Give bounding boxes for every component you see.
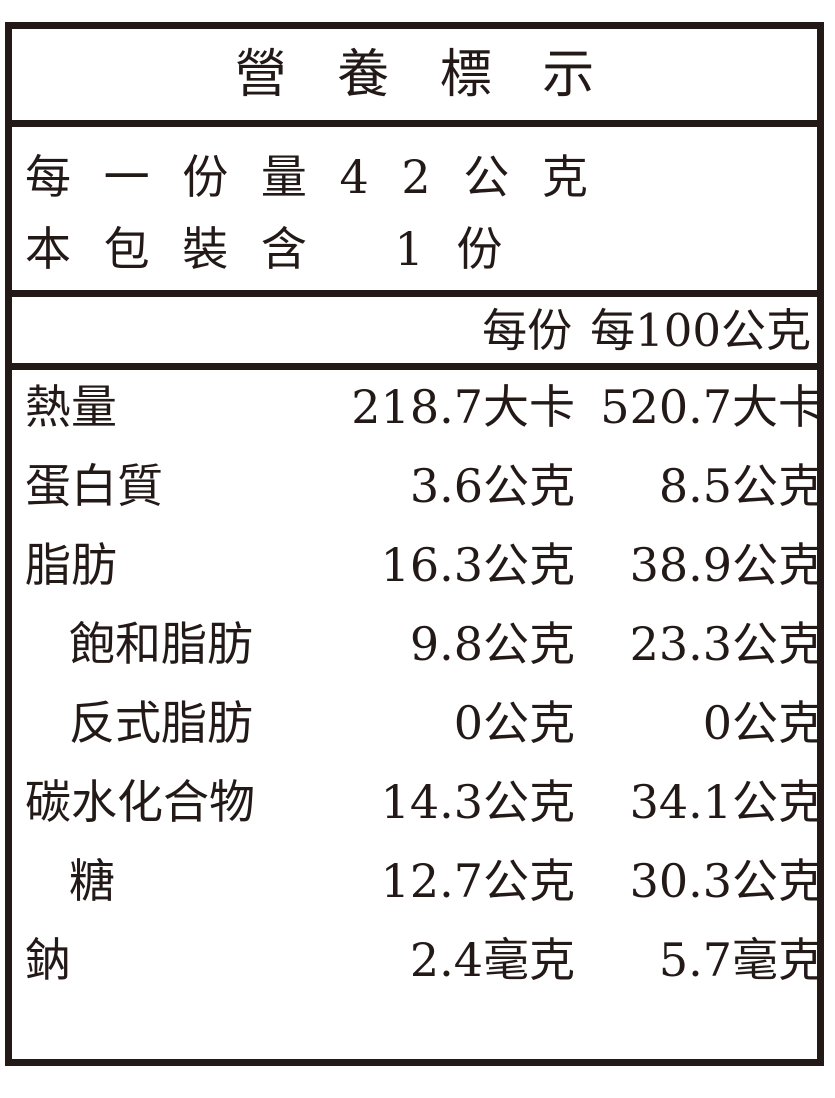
page-title: 營 養 標 示	[234, 44, 612, 105]
nutrient-name: 蛋白質	[25, 459, 163, 513]
nutrient-name: 熱量	[25, 380, 117, 434]
nutrient-row: 脂肪 16.3公克 38.9公克	[12, 538, 824, 621]
nutrient-name: 飽和脂肪	[69, 617, 253, 671]
nutrient-value-per-serving: 2.4毫克	[409, 933, 575, 987]
nutrient-name: 糖	[69, 854, 115, 908]
nutrient-name: 碳水化合物	[25, 775, 255, 829]
nutrient-value-per-100g: 520.7大卡	[600, 380, 824, 434]
nutrient-row: 熱量 218.7大卡 520.7大卡	[12, 380, 824, 463]
nutrient-value-per-100g: 8.5公克	[658, 459, 824, 513]
nutrient-name: 脂肪	[25, 538, 117, 592]
servings-per-container-line: 本 包 裝 含 1 份	[25, 222, 512, 276]
nutrient-value-per-serving: 14.3公克	[380, 775, 575, 829]
column-header-per-100g: 每100公克	[590, 303, 811, 357]
serving-info-section: 每 一 份 量 4 2 公 克 本 包 裝 含 1 份	[12, 127, 817, 297]
nutrient-value-per-serving: 9.8公克	[409, 617, 575, 671]
nutrient-row: 蛋白質 3.6公克 8.5公克	[12, 459, 824, 542]
nutrient-value-per-100g: 23.3公克	[629, 617, 824, 671]
nutrient-row: 飽和脂肪 9.8公克 23.3公克	[12, 617, 824, 700]
column-header-row: 每份 每100公克	[12, 297, 817, 370]
nutrient-row: 鈉 2.4毫克 5.7毫克	[12, 933, 824, 1016]
nutrient-row: 碳水化合物 14.3公克 34.1公克	[12, 775, 824, 858]
serving-size-line: 每 一 份 量 4 2 公 克	[25, 150, 597, 204]
nutrient-value-per-100g: 5.7毫克	[658, 933, 824, 987]
nutrient-value-per-serving: 218.7大卡	[351, 380, 575, 434]
nutrient-row: 糖 12.7公克 30.3公克	[12, 854, 824, 937]
nutrient-name: 鈉	[25, 933, 71, 987]
nutrient-value-per-serving: 12.7公克	[380, 854, 575, 908]
nutrient-value-per-100g: 30.3公克	[629, 854, 824, 908]
nutrient-value-per-serving: 0公克	[453, 696, 575, 750]
nutrition-facts-label: 營 養 標 示 每 一 份 量 4 2 公 克 本 包 裝 含 1 份 每份 每…	[5, 22, 824, 1066]
title-section: 營 養 標 示	[12, 29, 817, 127]
nutrient-value-per-serving: 3.6公克	[409, 459, 575, 513]
nutrient-value-per-serving: 16.3公克	[380, 538, 575, 592]
nutrient-value-per-100g: 38.9公克	[629, 538, 824, 592]
nutrient-row: 反式脂肪 0公克 0公克	[12, 696, 824, 779]
nutrient-value-per-100g: 34.1公克	[629, 775, 824, 829]
nutrient-name: 反式脂肪	[69, 696, 253, 750]
nutrient-rows: 熱量 218.7大卡 520.7大卡蛋白質 3.6公克 8.5公克脂肪 16.3公克 38.…	[12, 370, 824, 1016]
column-header-per-serving: 每份	[482, 303, 573, 357]
nutrient-value-per-100g: 0公克	[702, 696, 824, 750]
